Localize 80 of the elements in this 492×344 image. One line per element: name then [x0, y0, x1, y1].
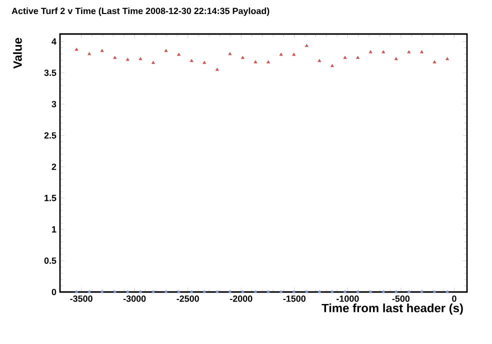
point: [138, 57, 142, 60]
point: [202, 290, 206, 294]
point: [356, 290, 360, 294]
point: [330, 290, 334, 294]
point: [190, 290, 194, 294]
point: [190, 58, 194, 62]
point: [228, 52, 232, 56]
point: [88, 52, 92, 56]
point: [432, 60, 436, 64]
point: [368, 50, 372, 54]
point: [240, 290, 244, 294]
x-tick-label: -1000: [336, 296, 359, 302]
point: [228, 290, 232, 294]
x-tick-label: -2000: [230, 296, 252, 302]
point: [138, 290, 142, 294]
point: [432, 290, 436, 294]
point: [215, 68, 219, 71]
point: [407, 290, 411, 294]
point: [113, 56, 117, 59]
point: [88, 290, 92, 294]
point: [318, 290, 322, 294]
point: [266, 290, 270, 294]
point: [74, 48, 78, 51]
x-tick-label: 0: [452, 296, 456, 302]
point: [151, 290, 155, 294]
point: [304, 44, 308, 47]
point: [318, 58, 322, 62]
y-tick-label: 4: [52, 38, 56, 45]
point: [100, 48, 104, 52]
point: [164, 290, 168, 294]
x-axis-title: Time from last header (s): [322, 304, 463, 315]
x-tick-label: -1500: [283, 296, 306, 302]
point: [126, 58, 130, 61]
point: [126, 290, 130, 294]
point: [420, 50, 424, 54]
point: [382, 50, 386, 54]
point: [382, 290, 386, 294]
x-tick-label: -2500: [176, 296, 199, 302]
point: [292, 52, 296, 56]
point: [202, 60, 206, 64]
point: [394, 290, 398, 294]
x-tick-label: -500: [392, 296, 410, 302]
y-tick-label: 2: [52, 164, 56, 170]
point: [151, 60, 155, 64]
x-tick-label: -3000: [123, 296, 146, 302]
point: [343, 290, 347, 294]
y-tick-label: 2.5: [44, 132, 56, 139]
point: [394, 57, 398, 60]
point: [254, 60, 258, 64]
point: [113, 290, 117, 294]
point: [343, 56, 347, 59]
point: [356, 56, 360, 59]
point: [420, 290, 424, 294]
y-axis-title: Value: [13, 38, 22, 69]
point: [279, 52, 283, 56]
point: [330, 64, 334, 68]
point: [266, 60, 270, 64]
point: [279, 290, 283, 294]
point: [446, 290, 450, 294]
y-tick-label: 3: [52, 100, 56, 108]
point: [215, 290, 219, 294]
point: [407, 50, 411, 54]
x-tick-label: -3500: [70, 296, 92, 302]
point: [100, 290, 104, 294]
y-tick-label: 1: [52, 226, 56, 232]
y-tick-label: 1.5: [44, 194, 56, 202]
point: [292, 290, 296, 294]
chart-title: Active Turf 2 v Time (Last Time 2008-12-30 22:14:35 Payload): [12, 8, 270, 16]
point: [446, 57, 450, 60]
point: [368, 290, 372, 294]
point: [164, 48, 168, 52]
y-tick-label: 3.5: [44, 70, 56, 76]
point: [304, 290, 308, 294]
point: [240, 56, 244, 59]
point: [254, 290, 258, 294]
point: [177, 52, 181, 56]
point: [177, 290, 181, 294]
y-tick-label: 0: [52, 288, 56, 296]
point: [74, 290, 78, 294]
y-tick-label: 0.5: [44, 258, 56, 264]
